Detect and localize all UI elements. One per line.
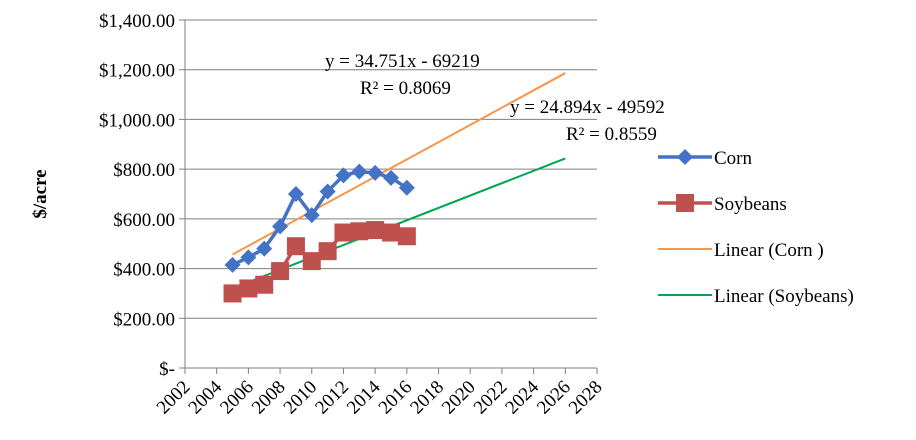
x-tick-label: 2026 <box>533 377 575 419</box>
data-point <box>334 223 353 242</box>
y-tick-label: $- <box>159 359 175 380</box>
data-point <box>286 237 305 256</box>
x-tick-label: 2014 <box>343 376 385 418</box>
trendline <box>232 72 566 256</box>
y-tick-label: $800.00 <box>113 160 175 181</box>
x-tick-label: 2018 <box>406 377 448 419</box>
y-tick-label: $1,400.00 <box>99 11 175 32</box>
trendline-equation: y = 34.751x - 69219 <box>325 51 480 72</box>
trendline-r2: R² = 0.8559 <box>566 124 657 145</box>
x-tick-label: 2010 <box>280 377 322 419</box>
data-point <box>255 275 274 294</box>
legend-label: Soybeans <box>714 194 787 215</box>
data-point <box>367 164 384 181</box>
data-point <box>366 221 385 240</box>
data-point <box>319 183 336 200</box>
legend-label: Corn <box>714 148 753 169</box>
y-tick-labels: $- $200.00 $400.00 $600.00 $800.00 $1,000.00 $… <box>99 11 175 380</box>
legend-label: Linear (Corn ) <box>714 240 824 261</box>
data-point <box>383 169 399 186</box>
legend-marker <box>677 149 693 165</box>
data-point <box>223 284 242 303</box>
legend-label: Linear (Soybeans) <box>714 286 854 307</box>
data-point <box>351 163 368 180</box>
trendline-equations: y = 34.751x - 69219 R² = 0.8069 y = 24.894… <box>325 51 665 145</box>
data-point <box>240 249 257 266</box>
x-tick-label: 2006 <box>216 377 258 419</box>
y-tick-label: $600.00 <box>113 210 175 231</box>
y-tick-label: $200.00 <box>113 309 175 330</box>
x-tick-label: 2028 <box>565 377 607 419</box>
x-tick-label: 2008 <box>248 377 290 419</box>
legend-marker <box>676 194 694 212</box>
data-point <box>302 252 321 271</box>
y-tick-label: $1,000.00 <box>99 110 175 131</box>
data-point <box>271 262 290 281</box>
x-tick-label: 2024 <box>501 376 543 418</box>
x-tick-label: 2004 <box>185 376 227 418</box>
data-point <box>335 167 352 184</box>
data-point <box>272 218 289 235</box>
y-axis-label: $/acre <box>30 169 51 218</box>
legend: Corn Soybeans Linear (Corn ) Linear (Soybea… <box>658 148 854 307</box>
data-point <box>256 240 273 257</box>
data-point <box>318 242 337 261</box>
x-tick-label: 2012 <box>311 377 353 419</box>
x-tick-label: 2022 <box>470 377 512 419</box>
trendline-r2: R² = 0.8069 <box>360 78 451 99</box>
data-point <box>224 256 241 273</box>
data-point <box>239 279 258 298</box>
data-point <box>303 207 320 224</box>
data-point <box>398 179 415 196</box>
x-tick-label: 2002 <box>153 377 195 419</box>
axes <box>179 19 598 374</box>
data-point <box>350 222 369 241</box>
data-point <box>397 227 416 246</box>
y-tick-label: $1,200.00 <box>99 61 175 82</box>
x-tick-labels: 2002200420062008201020122014201620182020… <box>153 376 607 418</box>
x-tick-label: 2020 <box>438 377 480 419</box>
trendline-equation: y = 24.894x - 49592 <box>510 97 665 118</box>
series <box>223 163 416 303</box>
gridlines <box>185 19 597 319</box>
x-tick-label: 2016 <box>375 377 417 419</box>
data-point <box>382 223 400 242</box>
data-point <box>287 186 304 202</box>
y-tick-label: $400.00 <box>113 260 175 281</box>
